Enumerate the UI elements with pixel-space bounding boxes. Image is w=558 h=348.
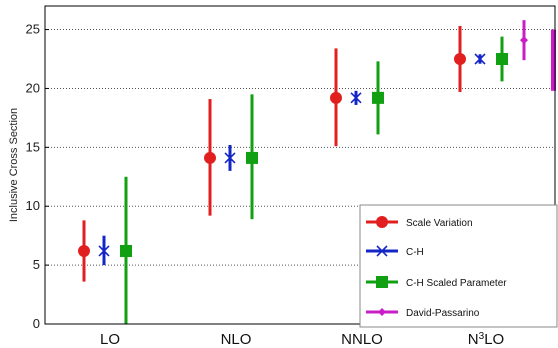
y-tick-label: 20 <box>26 80 40 95</box>
x-category-label: LO <box>100 331 120 348</box>
data-point <box>350 92 362 104</box>
y-tick-label: 15 <box>26 139 40 154</box>
legend-label: David-Passarino <box>406 308 480 319</box>
y-tick-label: 10 <box>26 198 40 213</box>
y-ticks: 0 5 10 15 20 25 <box>26 22 49 331</box>
legend-marker <box>376 245 388 257</box>
data-markers <box>78 36 528 257</box>
legend-label: C-H <box>406 247 424 258</box>
data-point <box>204 151 216 164</box>
y-axis-label: Inclusive Cross Section <box>8 108 20 222</box>
legend-marker <box>378 308 386 316</box>
grid-lines <box>45 29 555 266</box>
x-category-label: N3LO <box>468 331 504 348</box>
y-tick-label: 25 <box>26 22 40 37</box>
data-point <box>330 91 342 104</box>
data-point <box>372 91 384 104</box>
data-point <box>454 53 466 65</box>
legend-marker <box>376 276 388 288</box>
x-category-labels: LO NLO NNLO N3LO <box>100 331 504 348</box>
data-point <box>520 36 528 45</box>
data-point <box>474 53 486 65</box>
data-point <box>98 245 110 257</box>
x-category-label: NLO <box>221 331 252 348</box>
legend: Scale Variation C-H C-H Scaled Parameter Da… <box>359 204 558 328</box>
legend-box <box>359 204 558 328</box>
y-tick-label: 0 <box>33 316 40 331</box>
legend-label: C-H Scaled Parameter <box>406 278 507 289</box>
y-tick-label: 5 <box>33 257 40 272</box>
extra-band <box>551 29 556 91</box>
legend-items: Scale Variation C-H C-H Scaled Parameter Da… <box>366 216 507 319</box>
legend-marker <box>376 216 388 228</box>
data-point <box>246 151 258 164</box>
legend-label: Scale Variation <box>406 218 473 229</box>
plot-area-frame <box>44 5 556 325</box>
data-point <box>120 244 132 257</box>
data-point <box>224 152 236 164</box>
data-point <box>78 244 90 257</box>
x-category-label: NNLO <box>341 331 383 348</box>
data-point <box>496 53 508 65</box>
